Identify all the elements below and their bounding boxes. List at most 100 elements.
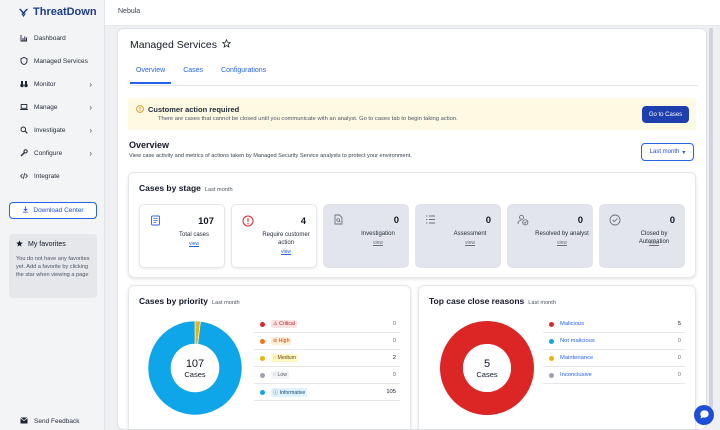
- legend-row-low[interactable]: ◌ Low 0: [254, 367, 400, 384]
- threatdown-logo-icon: [18, 8, 29, 17]
- favorite-star-icon[interactable]: [221, 38, 232, 51]
- legend-row-high[interactable]: ⊘ High 0: [254, 333, 400, 350]
- tab-bar: Overview Cases Configurations: [130, 67, 278, 84]
- page-title: Managed Services: [130, 39, 217, 51]
- favorites-panel: My favorites You do not have any favorit…: [9, 234, 97, 298]
- stage-value: 4: [300, 216, 306, 227]
- view-link[interactable]: view: [372, 240, 383, 246]
- tab-cases[interactable]: Cases: [183, 67, 204, 74]
- legend-label: Malicious: [560, 321, 585, 327]
- chat-icon: [699, 409, 710, 422]
- view-link[interactable]: view: [556, 240, 567, 246]
- stage-label: Assessment: [453, 231, 487, 237]
- stage-tile-investigation[interactable]: 0 Investigation view: [323, 204, 409, 268]
- stage-value: 0: [485, 215, 491, 226]
- sidebar-item-label: Monitor: [34, 80, 56, 88]
- laptop-icon: [20, 103, 28, 111]
- stage-label: Total cases: [178, 232, 209, 238]
- legend-value: 0: [392, 321, 396, 327]
- stage-tile-total[interactable]: 107 Total cases view: [139, 204, 225, 268]
- stage-tile-customer-action[interactable]: 4 Require customer action view: [231, 204, 317, 268]
- cases-by-priority-card: Cases by priority Last month 107 Cases ⚠ C…: [128, 285, 411, 429]
- sidebar-item-dashboard[interactable]: Dashboard: [20, 31, 92, 45]
- page-title-row: Managed Services: [130, 38, 232, 51]
- legend-dot: [549, 338, 554, 344]
- sidebar-item-monitor[interactable]: Monitor ›: [20, 77, 92, 91]
- legend-row-malicious[interactable]: Malicious 5: [543, 316, 685, 333]
- legend-row-critical[interactable]: ⚠ Critical 0: [254, 316, 400, 333]
- breadcrumb[interactable]: Nebula: [118, 8, 141, 15]
- sidebar-item-integrate[interactable]: Integrate: [20, 169, 92, 183]
- stage-value: 0: [577, 215, 583, 226]
- period-dropdown-label: Last month: [649, 149, 680, 155]
- card-title: Cases by priority Last month: [139, 296, 240, 306]
- sidebar-item-label: Investigate: [34, 126, 66, 134]
- download-center-button[interactable]: Download Center: [9, 202, 97, 219]
- card-title: Top case close reasons Last month: [429, 296, 556, 306]
- brand-logo[interactable]: ThreatDown: [18, 6, 97, 18]
- top-bar: Nebula: [105, 0, 720, 26]
- donut-total-label: Cases: [184, 370, 206, 379]
- donut-total-label: Cases: [476, 370, 498, 379]
- legend-label: Maintenance: [560, 355, 594, 361]
- donut-center: [171, 344, 219, 392]
- stage-label: Require customer action: [262, 232, 310, 246]
- shield-icon: [20, 57, 28, 65]
- chevron-right-icon: ›: [89, 125, 92, 135]
- stage-tile-resolved[interactable]: 0 Resolved by analyst view: [507, 204, 593, 268]
- stage-tile-closed-automation[interactable]: 0 Closed by Automation view: [599, 204, 685, 268]
- send-feedback-label: Send Feedback: [34, 418, 80, 425]
- stage-value: 0: [393, 215, 399, 226]
- sidebar-item-manage[interactable]: Manage ›: [20, 100, 92, 114]
- sidebar: ThreatDown Dashboard Managed Services Mo…: [0, 0, 105, 430]
- stage-label: Closed by Automation: [638, 231, 670, 245]
- warning-icon: [136, 105, 144, 115]
- view-link[interactable]: view: [464, 240, 475, 246]
- legend-value: 5: [677, 321, 681, 327]
- sidebar-item-investigate[interactable]: Investigate ›: [20, 123, 92, 137]
- download-center-label: Download Center: [33, 207, 84, 214]
- card-subtitle: Last month: [204, 187, 233, 193]
- tab-configurations[interactable]: Configurations: [221, 67, 267, 74]
- legend-dot: [549, 321, 554, 327]
- view-link[interactable]: view: [648, 240, 659, 246]
- download-icon: [22, 206, 29, 215]
- document-icon: [150, 215, 161, 228]
- legend-dot: [260, 338, 265, 344]
- chat-button[interactable]: [694, 405, 714, 425]
- favorites-empty-text: You do not have any favorites yet. Add a…: [16, 256, 90, 279]
- legend-value: 0: [677, 338, 681, 344]
- tab-overview[interactable]: Overview: [130, 67, 172, 84]
- view-link[interactable]: view: [280, 249, 291, 255]
- sidebar-item-configure[interactable]: Configure ›: [20, 146, 92, 160]
- legend-row-not-malicious[interactable]: Not malicious 0: [543, 333, 685, 350]
- legend-label: ◌ Medium: [271, 354, 298, 362]
- sidebar-item-label: Integrate: [34, 172, 60, 180]
- file-search-icon: [333, 214, 344, 227]
- sidebar-item-label: Dashboard: [34, 34, 66, 42]
- list-icon: [425, 214, 436, 227]
- stage-label: Investigation: [361, 231, 395, 237]
- period-dropdown[interactable]: Last month ▾: [641, 143, 694, 161]
- legend-row-medium[interactable]: ◌ Medium 2: [254, 350, 400, 367]
- scrollbar[interactable]: [709, 28, 713, 408]
- legend-label: ⓘ Informative: [271, 387, 308, 397]
- send-feedback-link[interactable]: Send Feedback: [20, 417, 80, 426]
- legend-row-inconclusive[interactable]: Inconclusive 0: [543, 367, 685, 384]
- brand-name: ThreatDown: [33, 6, 97, 18]
- alert-text: There are cases that cannot be closed un…: [158, 116, 458, 122]
- legend-value: 2: [392, 355, 396, 361]
- donut-slice-malicious[interactable]: [440, 321, 534, 415]
- wrench-icon: [20, 149, 28, 157]
- go-to-cases-button[interactable]: Go to Cases: [642, 106, 689, 123]
- view-link[interactable]: view: [188, 241, 199, 247]
- sidebar-item-managed-services[interactable]: Managed Services: [20, 54, 92, 68]
- stage-tile-assessment[interactable]: 0 Assessment view: [415, 204, 501, 268]
- chevron-right-icon: ›: [89, 102, 92, 112]
- main-panel: Managed Services Overview Cases Configur…: [117, 28, 707, 430]
- legend-row-informative[interactable]: ⓘ Informative 105: [254, 384, 400, 401]
- legend-row-maintenance[interactable]: Maintenance 0: [543, 350, 685, 367]
- tab-divider: [130, 85, 698, 86]
